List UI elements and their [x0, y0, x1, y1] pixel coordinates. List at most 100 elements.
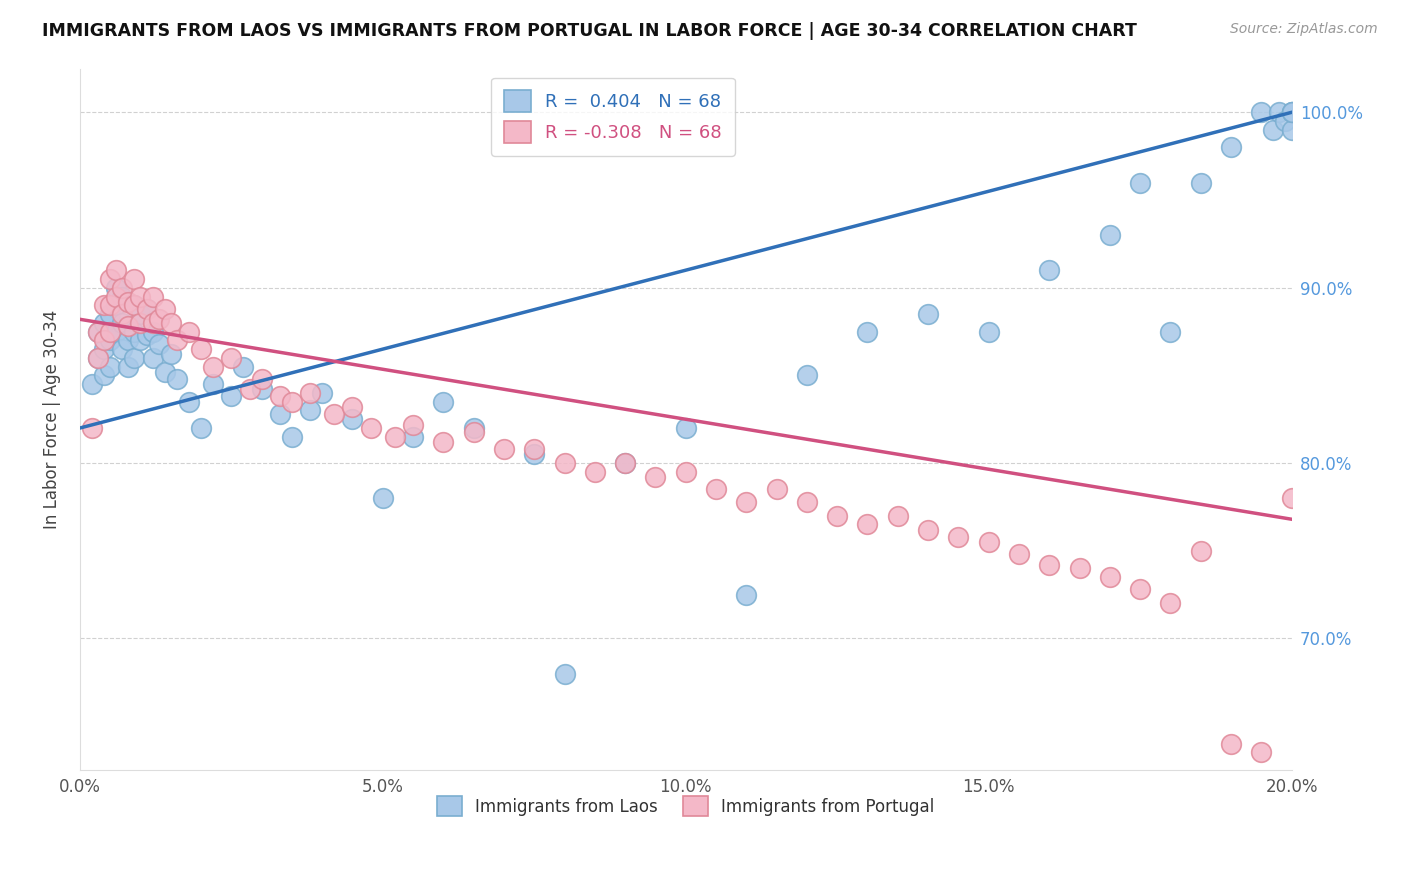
Point [796, 368, 818, 383]
Point [80, 421, 103, 435]
Point [105, 281, 128, 295]
Point [1281, 105, 1303, 120]
Point [311, 386, 333, 401]
Point [87, 325, 110, 339]
Point [825, 508, 848, 523]
Y-axis label: In Labor Force | Age 30-34: In Labor Force | Age 30-34 [44, 310, 60, 529]
Point [948, 530, 970, 544]
Point [177, 394, 200, 409]
Point [1189, 543, 1212, 558]
Point [93, 298, 115, 312]
Point [111, 289, 134, 303]
Point [323, 407, 346, 421]
Point [135, 328, 157, 343]
Point [129, 307, 152, 321]
Point [402, 417, 425, 432]
Point [765, 483, 787, 497]
Point [93, 316, 115, 330]
Point [299, 403, 322, 417]
Point [1038, 263, 1060, 277]
Point [153, 365, 176, 379]
Point [93, 334, 115, 348]
Text: Source: ZipAtlas.com: Source: ZipAtlas.com [1230, 22, 1378, 37]
Point [105, 325, 128, 339]
Point [250, 372, 273, 386]
Point [342, 412, 364, 426]
Point [269, 389, 291, 403]
Point [111, 316, 134, 330]
Point [124, 325, 146, 339]
Point [1129, 582, 1152, 597]
Point [111, 281, 134, 295]
Point [856, 517, 879, 532]
Point [159, 316, 181, 330]
Point [159, 347, 181, 361]
Point [977, 325, 1000, 339]
Point [1159, 325, 1181, 339]
Point [111, 342, 134, 356]
Point [190, 421, 212, 435]
Point [523, 442, 546, 456]
Point [1098, 570, 1121, 584]
Point [269, 407, 291, 421]
Point [80, 377, 103, 392]
Point [105, 289, 128, 303]
Point [1129, 176, 1152, 190]
Point [202, 377, 225, 392]
Point [675, 465, 697, 479]
Point [129, 334, 152, 348]
Point [1268, 105, 1291, 120]
Point [124, 272, 146, 286]
Point [105, 298, 128, 312]
Point [202, 359, 225, 374]
Point [129, 316, 152, 330]
Point [87, 325, 110, 339]
Point [1220, 737, 1243, 751]
Point [402, 430, 425, 444]
Point [87, 351, 110, 365]
Point [463, 425, 485, 439]
Point [117, 359, 139, 374]
Point [98, 307, 121, 321]
Point [796, 494, 818, 508]
Point [105, 263, 128, 277]
Point [371, 491, 394, 505]
Point [583, 465, 606, 479]
Point [432, 435, 454, 450]
Point [1008, 547, 1031, 561]
Point [281, 394, 304, 409]
Point [135, 301, 157, 316]
Point [1281, 123, 1303, 137]
Point [1281, 105, 1303, 120]
Point [1038, 558, 1060, 572]
Point [166, 334, 188, 348]
Point [1274, 114, 1296, 128]
Point [1220, 140, 1243, 154]
Point [281, 430, 304, 444]
Point [98, 359, 121, 374]
Point [1281, 105, 1303, 120]
Point [221, 351, 243, 365]
Point [614, 456, 637, 470]
Point [735, 494, 758, 508]
Point [148, 336, 170, 351]
Point [1069, 561, 1091, 575]
Point [250, 383, 273, 397]
Point [98, 272, 121, 286]
Point [177, 325, 200, 339]
Point [124, 351, 146, 365]
Point [1263, 123, 1285, 137]
Point [98, 334, 121, 348]
Legend: Immigrants from Laos, Immigrants from Portugal: Immigrants from Laos, Immigrants from Po… [429, 788, 943, 825]
Point [117, 294, 139, 309]
Point [124, 298, 146, 312]
Point [232, 359, 254, 374]
Point [135, 301, 157, 316]
Point [887, 508, 910, 523]
Point [190, 342, 212, 356]
Point [463, 421, 485, 435]
Point [1159, 596, 1181, 610]
Point [166, 372, 188, 386]
Point [153, 301, 176, 316]
Point [675, 421, 697, 435]
